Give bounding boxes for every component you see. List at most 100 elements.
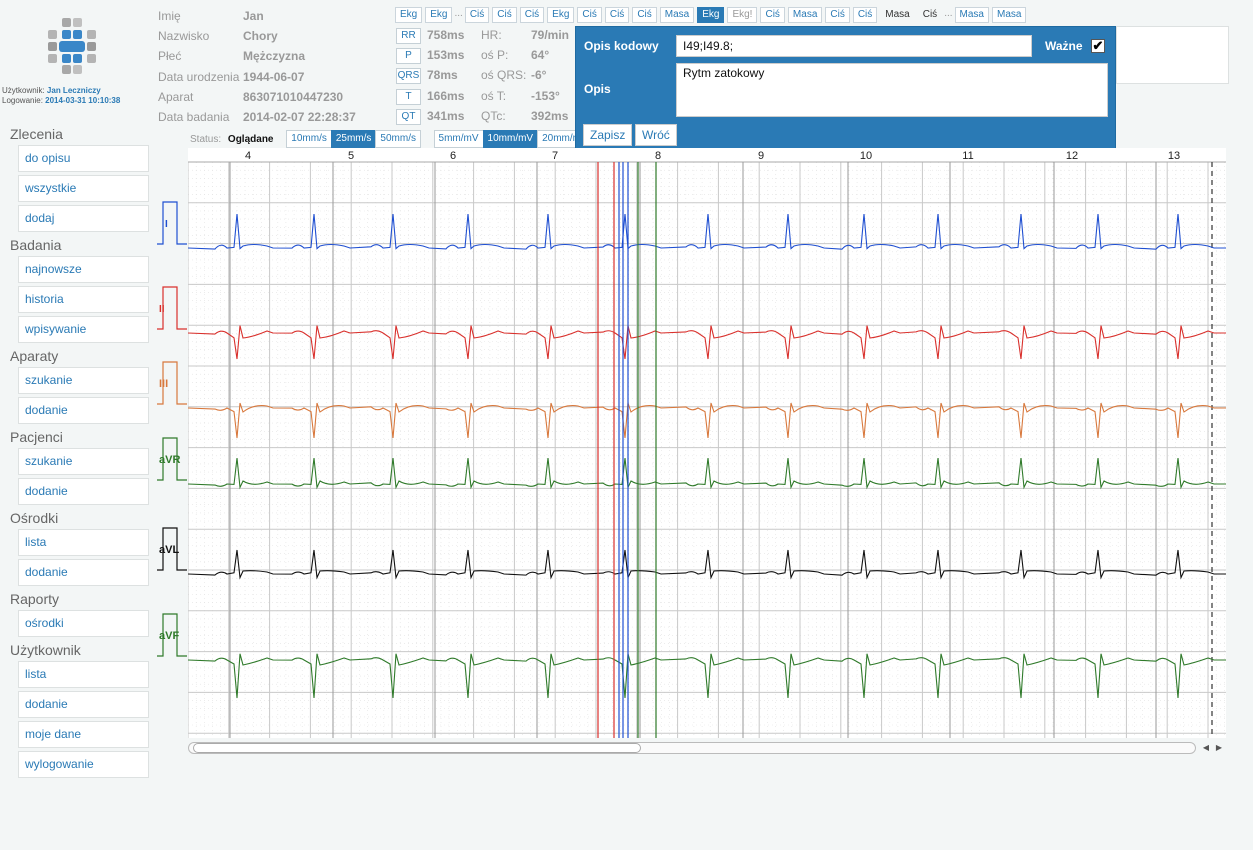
scroll-right-icon[interactable]: ▶: [1215, 743, 1223, 752]
record-tag[interactable]: Ekg: [697, 7, 725, 23]
record-tag[interactable]: Ciś: [760, 7, 785, 23]
sidebar-item[interactable]: wylogowanie: [18, 751, 149, 778]
ecg-trace-avl: [188, 549, 1226, 580]
app-logo-icon: [48, 18, 96, 74]
record-tag[interactable]: Ekg: [395, 7, 423, 23]
record-tag[interactable]: Ciś: [922, 9, 938, 20]
patient-field-value: 863071010447230: [243, 89, 344, 104]
record-tag[interactable]: Masa: [787, 7, 823, 23]
patient-info-row: Data urodzenia 1944-06-07: [158, 67, 304, 87]
lead-name: aVF: [159, 630, 179, 642]
sidebar-item[interactable]: moje dane: [18, 721, 149, 748]
time-label: 9: [758, 150, 764, 162]
speed-button[interactable]: 25mm/s: [330, 130, 377, 148]
measurement-row: QRS 78ms oś QRS: -6°: [396, 66, 591, 86]
sidebar-section-title: Ośrodki: [10, 510, 59, 526]
ecg-viewer[interactable]: 45678910111213IIIIIIaVRaVLaVF: [188, 148, 1226, 738]
sidebar-item[interactable]: historia: [18, 286, 149, 313]
sidebar-item[interactable]: wszystkie: [18, 175, 149, 202]
time-label: 11: [962, 150, 973, 162]
record-tag[interactable]: Ekg: [547, 7, 575, 23]
record-tag[interactable]: Ciś: [604, 7, 630, 23]
calibration-pulse: [157, 201, 187, 245]
sidebar-item[interactable]: ośrodki: [18, 610, 149, 637]
record-tag[interactable]: Masa: [659, 7, 695, 23]
record-tag[interactable]: Ciś: [852, 7, 878, 23]
patient-field-label: Nazwisko: [158, 29, 210, 44]
sidebar-item[interactable]: szukanie: [18, 367, 149, 394]
code-input[interactable]: [676, 35, 1032, 57]
time-label: 6: [450, 150, 456, 162]
patient-field-label: Aparat: [158, 89, 194, 104]
measurement-value: 341ms: [427, 108, 465, 123]
notes-panel: [1116, 26, 1229, 84]
record-tag[interactable]: Masa: [991, 7, 1027, 23]
record-tag[interactable]: Masa: [954, 7, 989, 23]
lead-name: aVR: [159, 454, 180, 466]
measurement-value2: -6°: [531, 68, 547, 83]
measurement-row: QT 341ms QTc: 392ms: [396, 107, 591, 127]
calibration-pulse: [157, 361, 187, 405]
time-label: 5: [348, 150, 354, 162]
ecg-trace-ii: [188, 325, 1226, 360]
sidebar-item[interactable]: dodanie: [18, 559, 149, 586]
measurement-button[interactable]: QRS: [396, 68, 421, 85]
gain-button[interactable]: 10mm/mV: [482, 130, 539, 148]
record-tag[interactable]: Ciś: [492, 7, 517, 23]
measurement-button[interactable]: T: [396, 88, 421, 105]
scroll-left-icon[interactable]: ◀: [1202, 743, 1210, 752]
important-checkbox[interactable]: ✔: [1091, 38, 1105, 53]
sidebar-item[interactable]: do opisu: [18, 145, 149, 172]
speed-button[interactable]: 50mm/s: [375, 130, 421, 148]
record-tag[interactable]: Ciś: [632, 7, 657, 23]
sidebar-item[interactable]: dodanie: [18, 691, 149, 718]
save-button[interactable]: Zapisz: [583, 124, 633, 146]
record-tag[interactable]: Ekg!: [727, 7, 758, 23]
record-tag[interactable]: Ciś: [464, 7, 490, 23]
measurement-button[interactable]: QT: [396, 108, 421, 125]
scrollbar-thumb[interactable]: [193, 743, 641, 753]
time-label: 8: [655, 150, 661, 162]
record-tag[interactable]: Ekg: [425, 7, 453, 23]
user-info: Użytkownik: Jan Leczniczy Logowanie: 201…: [2, 86, 120, 106]
sidebar-item[interactable]: najnowsze: [18, 256, 149, 283]
description-dialog: Opis kodowy Ważne ✔ Opis Rytm zatokowy Z…: [575, 26, 1116, 150]
sidebar-item[interactable]: dodanie: [18, 478, 149, 505]
patient-field-label: Data badania: [158, 110, 230, 124]
sidebar-section-title: Raporty: [10, 591, 60, 607]
measurement-value: 166ms: [427, 88, 465, 103]
back-button[interactable]: Wróć: [635, 124, 677, 146]
patient-field-label: Data urodzenia: [158, 69, 240, 84]
sidebar-item[interactable]: lista: [18, 661, 149, 688]
measurement-value2: 79/min: [531, 28, 570, 42]
lead-name: aVL: [159, 544, 179, 556]
patient-field-value: Jan: [243, 9, 264, 23]
user-name: Jan Leczniczy: [46, 86, 101, 95]
ecg-scrollbar[interactable]: ◀ ▶: [188, 740, 1226, 756]
sidebar-item[interactable]: wpisywanie: [18, 316, 149, 343]
measurement-row: P 153ms oś P: 64°: [396, 46, 591, 66]
sidebar-item[interactable]: dodanie: [18, 397, 149, 424]
sidebar-item[interactable]: dodaj: [18, 205, 149, 232]
gain-button[interactable]: 5mm/mV: [433, 130, 484, 148]
measurement-value: 758ms: [427, 28, 465, 42]
record-tag[interactable]: Ciś: [519, 7, 545, 23]
record-tag[interactable]: Masa: [885, 9, 910, 20]
sidebar-item[interactable]: lista: [18, 529, 149, 556]
measurement-value: 78ms: [427, 68, 458, 83]
sidebar-item[interactable]: szukanie: [18, 448, 149, 475]
record-tag[interactable]: Ciś: [577, 7, 602, 23]
description-textarea[interactable]: Rytm zatokowy: [676, 63, 1108, 117]
ecg-trace-i: [188, 213, 1226, 250]
patient-info-row: Aparat 863071010447230: [158, 87, 343, 107]
measurement-button[interactable]: P: [396, 48, 421, 65]
measurement-button[interactable]: RR: [396, 28, 421, 44]
sidebar: Zlecenia do opisu wszystkie dodaj Badania naj…: [0, 122, 160, 781]
record-tag[interactable]: Ciś: [825, 7, 850, 23]
record-tags-bar: Ekg Ekg... Ciś Ciś Ciś Ekg Ciś Ciś Ciś Masa Ekg Ekg…: [395, 7, 1029, 24]
patient-info-row: Imię Jan: [158, 6, 264, 26]
user-label: Użytkownik:: [2, 86, 45, 95]
speed-button[interactable]: 10mm/s: [286, 130, 332, 148]
